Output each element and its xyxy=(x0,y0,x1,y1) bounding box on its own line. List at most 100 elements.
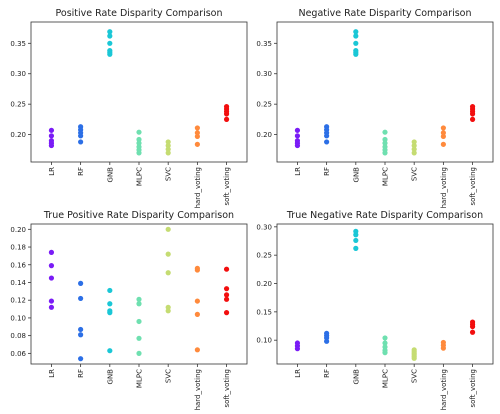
data-point xyxy=(165,139,171,145)
data-point xyxy=(440,133,446,140)
data-point xyxy=(107,33,113,39)
data-point xyxy=(107,29,113,35)
data-point xyxy=(48,298,55,304)
x-tick-label: GNB xyxy=(352,369,360,385)
data-point xyxy=(78,295,84,302)
chart-title: Negative Rate Disparity Comparison xyxy=(298,8,471,19)
x-tick-label: GNB xyxy=(106,369,114,385)
data-point xyxy=(440,141,446,147)
data-point xyxy=(107,40,113,46)
data-point xyxy=(469,323,476,330)
data-point xyxy=(440,125,446,131)
data-point xyxy=(194,133,200,140)
x-tick-label: MLPC xyxy=(382,167,390,186)
data-point xyxy=(136,140,142,146)
x-tick-label: SVC xyxy=(165,369,173,383)
data-point xyxy=(194,125,200,131)
subplot-1: Positive Rate Disparity Comparison 0.20 0.… xyxy=(10,8,248,208)
x-tick-label: GNB xyxy=(106,167,114,183)
data-point xyxy=(78,280,84,286)
x-tick-label: RF xyxy=(323,369,331,378)
x-tick-label: RF xyxy=(77,369,85,378)
data-point xyxy=(48,133,55,139)
data-point xyxy=(78,133,84,139)
y-tick-label: 0.06 xyxy=(10,350,26,358)
x-tick-label: GNB xyxy=(352,167,360,183)
y-tick-label: 0.20 xyxy=(256,280,272,288)
x-tick-label: hard_voting xyxy=(194,167,202,208)
chart-title: Positive Rate Disparity Comparison xyxy=(56,8,223,19)
data-point xyxy=(165,226,171,232)
x-tick-label: hard_voting xyxy=(440,167,448,208)
x-tick-label: SVC xyxy=(165,167,173,181)
y-tick-label: 0.35 xyxy=(256,40,272,48)
data-point xyxy=(469,116,476,122)
data-point xyxy=(223,292,230,298)
data-point xyxy=(78,326,84,333)
data-point xyxy=(223,266,230,272)
data-point xyxy=(440,130,446,136)
y-tick-label: 0.18 xyxy=(10,244,26,252)
y-tick-label: 0.15 xyxy=(256,308,272,316)
x-tick-label: SVC xyxy=(411,167,419,181)
subplot-4: True Negative Rate Disparity Comparison 0… xyxy=(256,210,494,410)
data-point xyxy=(194,141,200,147)
data-point xyxy=(194,311,200,317)
x-tick-label: hard_voting xyxy=(194,369,202,410)
data-point xyxy=(411,142,417,149)
data-point xyxy=(48,142,55,149)
y-tick-label: 0.14 xyxy=(10,279,26,287)
data-point xyxy=(382,136,388,143)
data-point xyxy=(353,40,359,46)
y-tick-label: 0.08 xyxy=(10,332,26,340)
data-point xyxy=(107,310,113,316)
y-tick-label: 0.25 xyxy=(256,101,272,109)
x-tick-label: LR xyxy=(294,167,302,176)
y-tick-label: 0.10 xyxy=(256,337,272,345)
data-point xyxy=(223,111,230,117)
x-tick-label: SVC xyxy=(411,369,419,383)
data-point xyxy=(136,296,142,302)
data-point xyxy=(136,150,142,156)
data-point xyxy=(165,150,171,156)
subplot-2: Negative Rate Disparity Comparison 0.20 0.… xyxy=(256,8,494,208)
data-point xyxy=(353,232,359,238)
x-tick-label: soft_voting xyxy=(223,167,231,206)
data-point xyxy=(411,139,417,145)
y-tick-label: 0.20 xyxy=(10,131,26,139)
y-tick-label: 0.30 xyxy=(256,70,272,78)
data-point xyxy=(382,150,388,156)
data-point xyxy=(294,127,301,133)
data-point xyxy=(194,130,200,136)
data-point xyxy=(223,286,230,292)
x-tick-label: LR xyxy=(48,167,56,176)
data-point xyxy=(353,33,359,39)
y-tick-label: 0.35 xyxy=(10,40,26,48)
x-tick-label: RF xyxy=(323,167,331,176)
y-tick-label: 0.20 xyxy=(10,226,26,234)
data-point xyxy=(324,139,330,145)
data-point xyxy=(294,142,301,149)
x-tick-label: MLPC xyxy=(382,369,390,388)
data-point xyxy=(440,345,446,351)
data-point xyxy=(382,335,388,341)
data-point xyxy=(48,275,55,281)
data-point xyxy=(469,111,476,117)
x-tick-label: LR xyxy=(48,369,56,378)
data-point xyxy=(48,304,55,310)
x-tick-label: LR xyxy=(294,369,302,378)
x-tick-label: soft_voting xyxy=(469,167,477,206)
data-point xyxy=(382,129,388,135)
data-point xyxy=(165,251,171,257)
subplot-3: True Positive Rate Disparity Comparison 0… xyxy=(10,210,248,410)
data-point xyxy=(223,116,230,122)
y-tick-label: 0.10 xyxy=(10,314,26,322)
data-point xyxy=(136,301,142,307)
x-tick-label: soft_voting xyxy=(469,369,477,408)
data-point xyxy=(324,133,330,139)
data-point xyxy=(107,51,113,57)
data-point xyxy=(107,301,113,307)
data-point xyxy=(382,350,388,356)
